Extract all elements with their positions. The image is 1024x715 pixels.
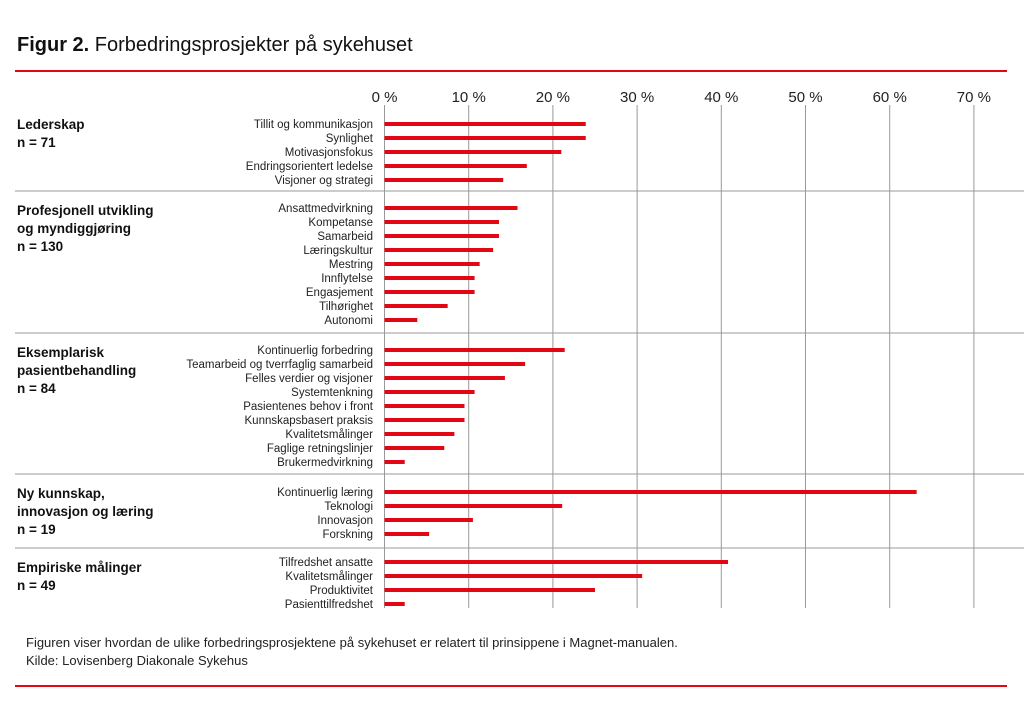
bar — [384, 206, 518, 210]
group-n: n = 49 — [17, 578, 56, 593]
group-n: n = 84 — [17, 381, 56, 396]
category-label: Ansattmedvirkning — [278, 203, 373, 215]
group-label: pasientbehandling — [17, 363, 136, 378]
bar — [384, 446, 445, 450]
category-label: Kontinuerlig forbedring — [257, 345, 373, 357]
bar — [384, 404, 465, 408]
bar — [384, 490, 917, 494]
group-4: Empiriske målinger n = 49 Tilfredshet ansa… — [15, 547, 1024, 611]
category-label: Engasjement — [306, 287, 374, 299]
bar — [384, 432, 455, 436]
figure-number: Figur 2. — [17, 34, 89, 56]
category-label: Systemtenkning — [291, 387, 373, 399]
group-label: og myndiggjøring — [17, 221, 131, 236]
x-tick-label: 60 % — [873, 89, 907, 106]
bar — [384, 150, 562, 154]
x-tick-label: 30 % — [620, 89, 654, 106]
bar — [384, 504, 563, 508]
x-tick-labels: 0 % 10 % 20 % 30 % 40 % 50 % 60 % 70 % — [372, 89, 991, 106]
category-label: Læringskultur — [303, 245, 373, 257]
bar — [384, 122, 586, 126]
category-label: Motivasjonsfokus — [285, 147, 373, 159]
group-label: Ny kunnskap, — [17, 486, 105, 501]
group-0: Lederskap n = 71 Tillit og kommunikasjon Sy… — [17, 117, 586, 187]
bar — [384, 234, 500, 238]
group-n: n = 71 — [17, 135, 56, 150]
category-label: Autonomi — [324, 315, 373, 327]
bar — [384, 588, 595, 592]
category-label: Forskning — [323, 529, 374, 541]
bar — [384, 348, 565, 352]
bar — [384, 390, 475, 394]
category-label: Kontinuerlig læring — [277, 487, 373, 499]
bar — [384, 376, 505, 380]
category-label: Teknologi — [324, 501, 373, 513]
category-label: Tillit og kommunikasjon — [254, 119, 373, 131]
figure-title-text: Forbedringsprosjekter på sykehuset — [95, 34, 413, 56]
category-label: Brukermedvirkning — [277, 457, 373, 469]
category-label: Teamarbeid og tverrfaglig samarbeid — [186, 359, 373, 371]
group-1: Profesjonell utvikling og myndiggjøring n … — [15, 190, 1024, 327]
bar — [384, 290, 475, 294]
group-label: Empiriske målinger — [17, 560, 142, 575]
bar — [384, 262, 480, 266]
x-tick-label: 70 % — [957, 89, 991, 106]
category-label: Felles verdier og visjoner — [245, 373, 373, 385]
bar — [384, 460, 405, 464]
bar — [384, 418, 465, 422]
figure-title: Figur 2. Forbedringsprosjekter på sykehu… — [17, 34, 413, 56]
bar — [384, 164, 527, 168]
group-label: Eksemplarisk — [17, 345, 105, 360]
bar — [384, 574, 643, 578]
category-label: Produktivitet — [310, 585, 374, 597]
category-label: Mestring — [329, 259, 373, 271]
category-label: Pasienttilfredshet — [285, 599, 374, 611]
bar — [384, 362, 526, 366]
x-tick-label: 0 % — [372, 89, 398, 106]
group-label: innovasjon og læring — [17, 504, 154, 519]
category-label: Samarbeid — [317, 231, 373, 243]
group-n: n = 130 — [17, 239, 63, 254]
bar — [384, 318, 418, 322]
x-tick-label: 20 % — [536, 89, 570, 106]
category-label: Pasientenes behov i front — [243, 401, 374, 413]
category-label: Tilhørighet — [319, 301, 374, 313]
group-label: Lederskap — [17, 117, 85, 132]
group-n: n = 19 — [17, 522, 56, 537]
category-label: Tilfredshet ansatte — [279, 557, 373, 569]
figure-source: Kilde: Lovisenberg Diakonale Sykehus — [26, 653, 248, 668]
bar — [384, 276, 475, 280]
category-label: Innflytelse — [321, 273, 373, 285]
bar — [384, 602, 405, 606]
x-tick-label: 50 % — [788, 89, 822, 106]
category-label: Faglige retningslinjer — [267, 443, 373, 455]
x-tick-label: 10 % — [452, 89, 486, 106]
group-label: Profesjonell utvikling — [17, 203, 154, 218]
gridlines — [384, 105, 975, 608]
bar — [384, 136, 586, 140]
bar-groups: Lederskap n = 71 Tillit og kommunikasjon Sy… — [15, 117, 1024, 611]
group-3: Ny kunnskap, innovasjon og læring n = 19 Ko… — [15, 473, 1024, 541]
category-label: Synlighet — [326, 133, 374, 145]
bar — [384, 518, 473, 522]
bar — [384, 178, 504, 182]
bar — [384, 248, 494, 252]
bar — [384, 560, 729, 564]
bar — [384, 220, 500, 224]
category-label: Kvalitetsmålinger — [285, 571, 373, 583]
bar — [384, 532, 430, 536]
category-label: Kompetanse — [308, 217, 373, 229]
group-2: Eksemplarisk pasientbehandling n = 84 Konti… — [15, 332, 1024, 469]
figure-caption: Figuren viser hvordan de ulike forbedrin… — [26, 635, 678, 650]
category-label: Visjoner og strategi — [275, 175, 373, 187]
category-label: Kunnskapsbasert praksis — [245, 415, 374, 427]
bar — [384, 304, 448, 308]
category-label: Endringsorientert ledelse — [246, 161, 373, 173]
category-label: Kvalitetsmålinger — [285, 429, 373, 441]
category-label: Innovasjon — [317, 515, 373, 527]
x-tick-label: 40 % — [704, 89, 738, 106]
